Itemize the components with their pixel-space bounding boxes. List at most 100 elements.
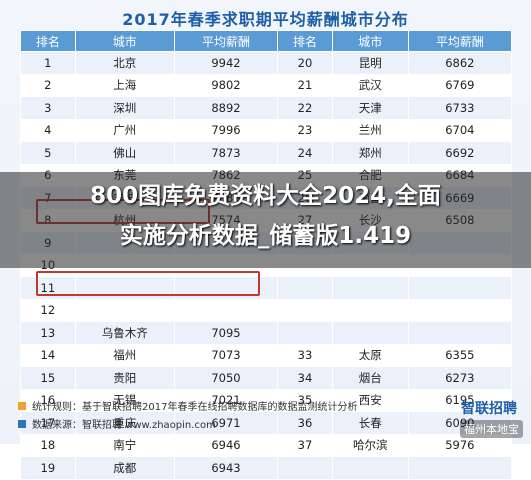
table-cell: 16 bbox=[20, 388, 76, 412]
table-cell: 郑州 bbox=[331, 141, 409, 165]
table-cell: 6195 bbox=[407, 388, 513, 412]
table-cell: 上海 bbox=[74, 73, 175, 97]
table-row: 12 bbox=[20, 298, 513, 322]
page-title: 2017年春季求职期平均薪酬城市分布 bbox=[122, 10, 409, 29]
table-cell: 6704 bbox=[407, 118, 513, 142]
table-cell: 7996 bbox=[173, 118, 279, 142]
watermark-label: 福州本地宝 bbox=[460, 420, 523, 438]
table-row: 19 成都 6943 bbox=[20, 456, 513, 480]
table-cell: 34 bbox=[277, 366, 333, 390]
table-row: 18 南宁 6946 37 哈尔滨 5976 bbox=[20, 433, 513, 457]
table-cell: 9802 bbox=[173, 73, 279, 97]
orange-bullet-icon bbox=[18, 402, 26, 410]
overlay-banner bbox=[0, 172, 531, 268]
table-cell bbox=[407, 321, 513, 345]
table-cell: 37 bbox=[277, 433, 333, 457]
header-city-2: 城市 bbox=[331, 30, 409, 52]
table-cell bbox=[74, 298, 175, 322]
header-salary-1: 平均薪酬 bbox=[173, 30, 279, 52]
table-cell: 佛山 bbox=[74, 141, 175, 165]
table-cell: 天津 bbox=[331, 96, 409, 120]
table-cell: 7873 bbox=[173, 141, 279, 165]
table-cell: 17 bbox=[20, 411, 76, 435]
table-cell: 8892 bbox=[173, 96, 279, 120]
header-rank-1: 排名 bbox=[20, 30, 76, 52]
table-cell: 兰州 bbox=[331, 118, 409, 142]
table-cell: 24 bbox=[277, 141, 333, 165]
table-cell: 2 bbox=[20, 73, 76, 97]
table-cell: 7073 bbox=[173, 343, 279, 367]
table-row: 17 重庆 6971 36 长春 6090 bbox=[20, 411, 513, 435]
table-cell: 6769 bbox=[407, 73, 513, 97]
table-header-row: 排名 城市 平均薪酬 排名 城市 平均薪酬 bbox=[20, 30, 513, 52]
table-cell: 6273 bbox=[407, 366, 513, 390]
table-cell: 6733 bbox=[407, 96, 513, 120]
table-cell: 22 bbox=[277, 96, 333, 120]
table-cell: 19 bbox=[20, 456, 76, 480]
table-cell: 7095 bbox=[173, 321, 279, 345]
header-rank-2: 排名 bbox=[277, 30, 333, 52]
table-cell bbox=[277, 298, 333, 322]
table-cell: 6946 bbox=[173, 433, 279, 457]
table-cell: 33 bbox=[277, 343, 333, 367]
table-cell bbox=[74, 276, 175, 300]
table-cell: 20 bbox=[277, 51, 333, 75]
table-cell: 福州 bbox=[74, 343, 175, 367]
table-row: 5 佛山 7873 24 郑州 6692 bbox=[20, 141, 513, 165]
table-cell bbox=[173, 298, 279, 322]
table-cell bbox=[407, 298, 513, 322]
brand-logo: 智联招聘 bbox=[461, 401, 517, 417]
table-cell: 北京 bbox=[74, 51, 175, 75]
table-cell: 6355 bbox=[407, 343, 513, 367]
table-row: 1 北京 9942 20 昆明 6862 bbox=[20, 51, 513, 75]
table-cell bbox=[277, 456, 333, 480]
table-row: 15 贵阳 7050 34 烟台 6273 bbox=[20, 366, 513, 390]
table-cell: 15 bbox=[20, 366, 76, 390]
overlay-text-line2: 实施分析数据_储蓄版1.419 bbox=[119, 223, 412, 249]
footer-rule-text: 统计规则：基于智联招聘2017年春季在线招聘数据库的数据监测统计分析 bbox=[32, 402, 358, 413]
table-cell: 广州 bbox=[74, 118, 175, 142]
table-cell bbox=[277, 321, 333, 345]
table-cell: 23 bbox=[277, 118, 333, 142]
overlay-text-line1: 800图库免费资料大全2024,全面 bbox=[90, 183, 441, 209]
table-cell: 1 bbox=[20, 51, 76, 75]
table-cell: 乌鲁木齐 bbox=[74, 321, 175, 345]
table-cell: 贵阳 bbox=[74, 366, 175, 390]
table-cell: 6862 bbox=[407, 51, 513, 75]
footer-source: 数据来源：智联招聘 www.zhaopin.com bbox=[18, 416, 216, 431]
table-cell: 成都 bbox=[74, 456, 175, 480]
table-cell bbox=[407, 456, 513, 480]
table-cell: 哈尔滨 bbox=[331, 433, 409, 457]
table-row: 4 广州 7996 23 兰州 6704 bbox=[20, 118, 513, 142]
table-cell: 9942 bbox=[173, 51, 279, 75]
table-row: 3 深圳 8892 22 天津 6733 bbox=[20, 96, 513, 120]
overlay-text: 800图库免费资料大全2024,全面 实施分析数据_储蓄版1.419 bbox=[0, 176, 531, 256]
table-cell: 35 bbox=[277, 388, 333, 412]
table-cell bbox=[331, 298, 409, 322]
footer-rule: 统计规则：基于智联招聘2017年春季在线招聘数据库的数据监测统计分析 bbox=[18, 398, 357, 413]
table-cell: 昆明 bbox=[331, 51, 409, 75]
table-cell: 12 bbox=[20, 298, 76, 322]
table-cell bbox=[331, 276, 409, 300]
table-cell: 西安 bbox=[331, 388, 409, 412]
table-cell: 太原 bbox=[331, 343, 409, 367]
table-cell: 6971 bbox=[173, 411, 279, 435]
table-cell: 深圳 bbox=[74, 96, 175, 120]
footer-source-text: 数据来源：智联招聘 www.zhaopin.com bbox=[32, 420, 216, 431]
table-row: 2 上海 9802 21 武汉 6769 bbox=[20, 73, 513, 97]
table-cell: 南宁 bbox=[74, 433, 175, 457]
table-cell bbox=[407, 276, 513, 300]
table-cell: 无锡 bbox=[74, 388, 175, 412]
table-cell: 武汉 bbox=[331, 73, 409, 97]
blue-bullet-icon bbox=[18, 420, 26, 428]
table-row: 16 无锡 7021 35 西安 6195 bbox=[20, 388, 513, 412]
table-cell bbox=[331, 321, 409, 345]
table-cell: 6943 bbox=[173, 456, 279, 480]
table-row: 13 乌鲁木齐 7095 bbox=[20, 321, 513, 345]
table-cell: 18 bbox=[20, 433, 76, 457]
header-salary-2: 平均薪酬 bbox=[407, 30, 513, 52]
table-cell bbox=[277, 276, 333, 300]
highlight-box-row-14 bbox=[36, 271, 260, 296]
table-cell: 6692 bbox=[407, 141, 513, 165]
